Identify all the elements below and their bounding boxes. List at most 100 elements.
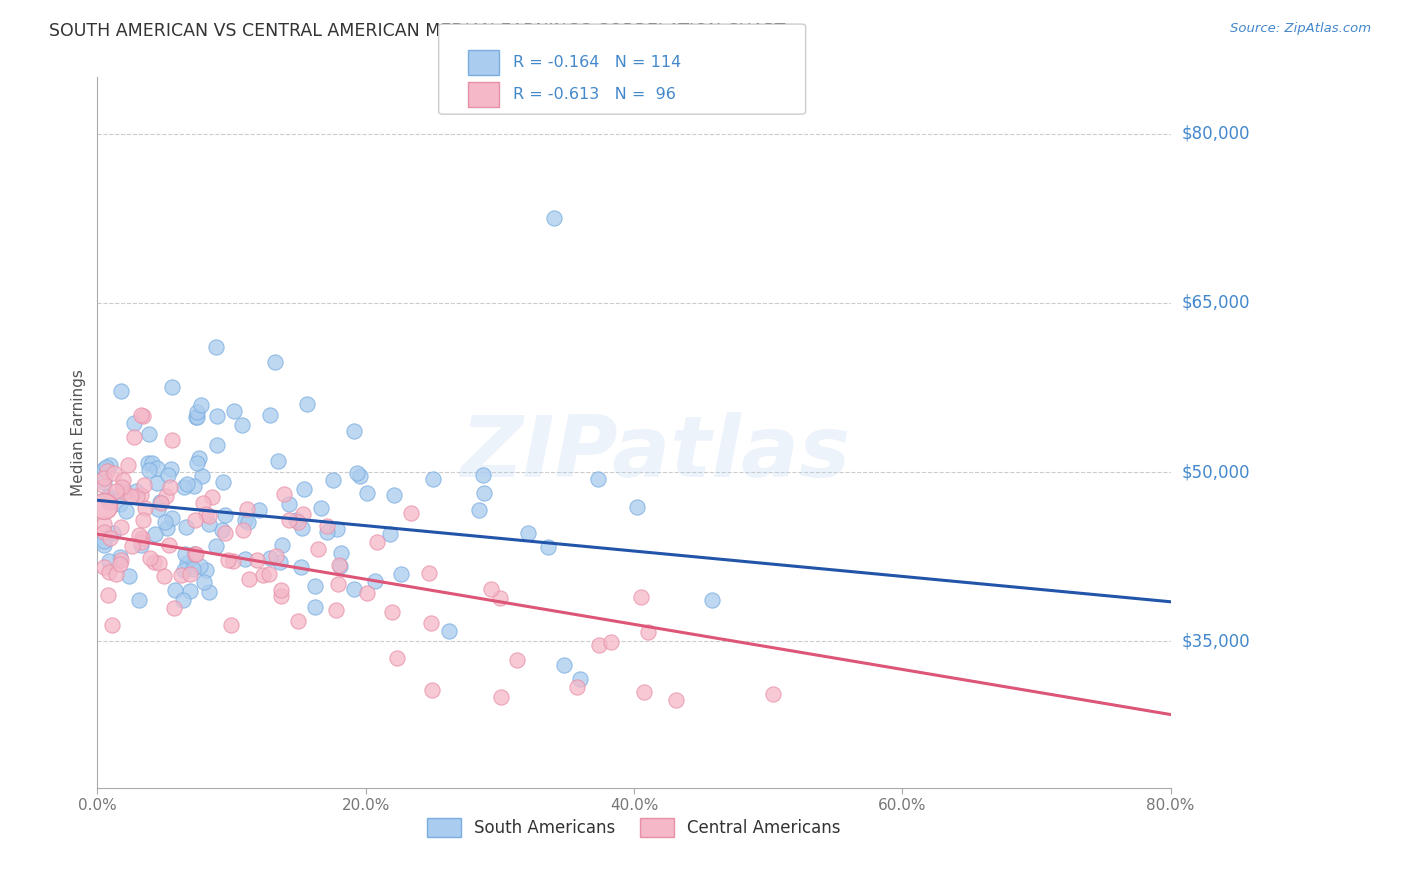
Point (195, 564, 218, 578)
Point (287, 615, 309, 629)
Point (422, 472, 444, 486)
Point (342, 582, 364, 596)
Point (356, 486, 378, 500)
Point (115, 504, 138, 518)
Point (198, 516, 221, 531)
Legend: South Americans, Central Americans: South Americans, Central Americans (420, 811, 848, 844)
Point (132, 409, 155, 424)
Point (176, 476, 198, 491)
Point (184, 547, 207, 561)
Point (97, 554, 120, 568)
Point (97, 565, 120, 579)
Point (188, 558, 211, 573)
Point (271, 539, 294, 553)
Point (173, 480, 195, 494)
Point (233, 551, 256, 566)
Point (267, 454, 290, 468)
Y-axis label: Median Earnings: Median Earnings (72, 369, 86, 496)
Point (346, 466, 368, 480)
Point (104, 567, 127, 582)
Point (163, 583, 186, 598)
Point (309, 500, 332, 515)
Point (217, 553, 239, 567)
Point (419, 615, 441, 630)
Point (588, 639, 610, 653)
Point (212, 475, 235, 489)
Point (205, 340, 228, 354)
Point (197, 509, 219, 524)
Point (153, 515, 176, 529)
Point (363, 574, 385, 589)
Point (186, 405, 208, 419)
Point (488, 591, 510, 605)
Point (125, 483, 148, 498)
Point (193, 575, 215, 590)
Point (97, 588, 120, 602)
Point (287, 515, 309, 529)
Point (132, 513, 155, 527)
Point (117, 458, 139, 472)
Point (270, 583, 292, 598)
Point (269, 555, 291, 569)
Point (231, 417, 253, 432)
Text: R = -0.613   N =  96: R = -0.613 N = 96 (513, 87, 676, 102)
Point (122, 416, 145, 430)
Point (190, 398, 212, 412)
Point (259, 566, 281, 581)
Point (101, 617, 124, 632)
Point (118, 569, 141, 583)
Point (201, 491, 224, 505)
Point (633, 685, 655, 699)
Point (155, 489, 177, 503)
Point (252, 567, 274, 582)
Point (322, 473, 344, 487)
Point (264, 355, 287, 369)
Point (98, 495, 121, 509)
Point (93, 533, 115, 548)
Point (153, 569, 176, 583)
Point (543, 211, 565, 226)
Point (170, 568, 193, 582)
Point (232, 523, 254, 537)
Point (187, 451, 209, 466)
Point (110, 519, 132, 533)
Point (700, 593, 723, 607)
Point (122, 429, 145, 443)
Point (194, 508, 217, 522)
Point (183, 479, 205, 493)
Point (385, 650, 408, 665)
Point (120, 489, 142, 503)
Point (97, 489, 120, 503)
Point (626, 500, 648, 515)
Point (537, 540, 560, 554)
Point (343, 424, 366, 438)
Point (108, 549, 131, 564)
Text: $65,000: $65,000 (1182, 294, 1250, 312)
Point (111, 482, 134, 496)
Point (93, 538, 115, 552)
Point (141, 456, 163, 470)
Point (291, 521, 314, 535)
Point (129, 534, 152, 549)
Point (134, 478, 156, 492)
Point (479, 582, 502, 596)
Point (637, 625, 659, 640)
Text: ZIPatlas: ZIPatlas (460, 412, 851, 495)
Point (186, 456, 208, 470)
Point (214, 526, 236, 541)
Text: $80,000: $80,000 (1182, 125, 1250, 143)
Point (472, 467, 495, 482)
Point (96, 464, 118, 478)
Point (233, 513, 256, 527)
Point (125, 489, 148, 503)
Point (295, 397, 318, 411)
Point (277, 514, 299, 528)
Point (138, 462, 160, 476)
Point (292, 483, 315, 497)
Point (143, 526, 166, 541)
Point (325, 603, 347, 617)
Point (247, 502, 270, 516)
Point (238, 573, 260, 587)
Point (163, 600, 186, 615)
Point (138, 427, 160, 442)
